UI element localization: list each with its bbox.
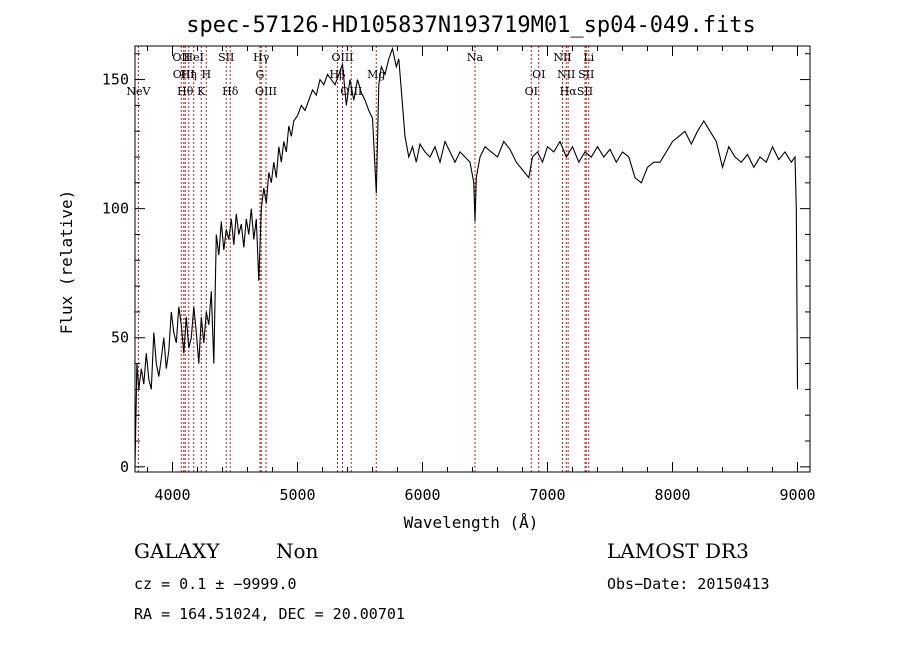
line-label: G (256, 68, 265, 81)
x-tick-label: 7000 (529, 486, 565, 504)
x-tick-label: 8000 (654, 486, 690, 504)
line-label: Hα (560, 85, 578, 98)
survey-name: LAMOST DR3 (607, 539, 749, 563)
object-subclass: Non (276, 539, 319, 563)
line-label: Na (467, 51, 484, 64)
emission-line-markers (137, 46, 590, 472)
line-label: OIII (173, 68, 195, 81)
line-label: OII (172, 51, 190, 64)
x-tick-label: 4000 (154, 486, 190, 504)
line-label: NII (553, 51, 571, 64)
x-tick-label: 5000 (279, 486, 315, 504)
line-label: Hβ (330, 68, 346, 81)
y-axis: 0 50 100 150 (102, 53, 810, 476)
y-tick-label: 50 (111, 329, 129, 347)
plot-frame (134, 45, 811, 473)
y-axis-label: Flux (relative) (57, 190, 76, 335)
line-label: Hγ (253, 51, 270, 64)
line-label: OI (525, 85, 538, 98)
x-axis-label: Wavelength (Å) (404, 513, 539, 532)
y-tick-label: 150 (102, 71, 129, 89)
line-label: OIII (331, 51, 353, 64)
x-tick-label: 9000 (779, 486, 815, 504)
line-label: Hθ (177, 85, 194, 98)
x-tick-label: 6000 (404, 486, 440, 504)
line-label: H (201, 68, 211, 81)
chart-title: spec-57126-HD105837N193719M01_sp04-049.f… (186, 13, 756, 38)
line-label: K (197, 85, 206, 98)
y-tick-label: 0 (120, 458, 129, 476)
coordinates-line: RA = 164.51024, DEC = 20.00701 (134, 605, 405, 623)
y-tick-label: 100 (102, 200, 129, 218)
line-label: SII (577, 85, 593, 98)
redshift-line: cz = 0.1 ± −9999.0 (134, 575, 297, 593)
line-label: SII (218, 51, 234, 64)
spectrum-line (134, 46, 799, 467)
line-label: Hδ (222, 85, 239, 98)
line-label: OIII (255, 85, 277, 98)
line-label: SII (578, 68, 594, 81)
line-label: Li (583, 51, 594, 64)
line-label: OI (532, 68, 545, 81)
observation-date: Obs−Date: 20150413 (607, 575, 770, 593)
line-label: NeV (126, 85, 151, 98)
x-axis: 4000 5000 6000 7000 8000 9000 (147, 46, 816, 504)
line-label: NII (557, 68, 575, 81)
line-label: Hη (181, 68, 197, 81)
object-class: GALAXY (134, 539, 220, 563)
line-label: HeI (184, 51, 204, 64)
